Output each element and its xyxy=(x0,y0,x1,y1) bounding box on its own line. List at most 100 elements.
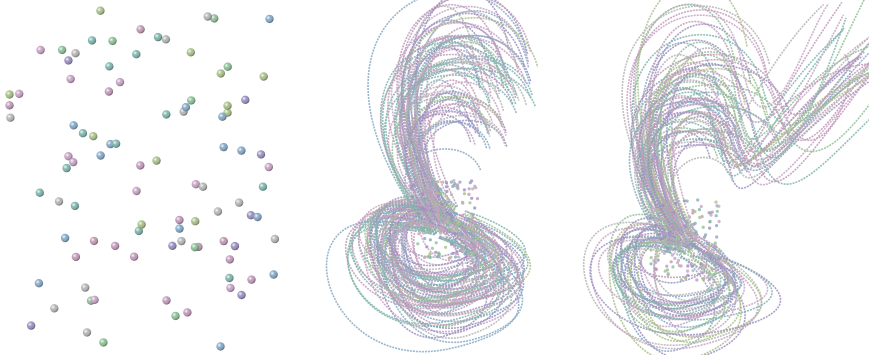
core-particle xyxy=(476,197,479,200)
core-particle xyxy=(472,220,475,223)
core-particle xyxy=(688,249,691,252)
core-particle xyxy=(476,237,479,240)
core-particle xyxy=(472,243,475,246)
core-particle xyxy=(672,211,675,214)
core-particle xyxy=(437,254,440,257)
core-particle xyxy=(699,247,702,250)
particle-shade xyxy=(162,35,170,43)
core-particle xyxy=(715,235,718,238)
core-particle xyxy=(431,247,434,250)
core-particle xyxy=(426,255,429,258)
particle-shade xyxy=(253,213,261,221)
core-particle xyxy=(421,193,424,196)
core-particle xyxy=(446,211,449,214)
core-particle xyxy=(423,237,426,240)
particle-shade xyxy=(171,312,179,320)
particle-shade xyxy=(168,242,176,250)
particle-shade xyxy=(6,114,14,122)
core-particle xyxy=(463,192,466,195)
core-particle xyxy=(453,244,456,247)
core-particle xyxy=(706,242,709,245)
core-particle xyxy=(437,213,440,216)
core-particle xyxy=(718,249,721,252)
core-particle xyxy=(414,180,417,183)
core-particle xyxy=(650,256,653,259)
core-particle xyxy=(471,213,474,216)
particle-shade xyxy=(177,237,185,245)
core-particle xyxy=(459,249,462,252)
core-particle xyxy=(649,248,652,251)
core-particle xyxy=(702,226,705,229)
core-particle xyxy=(663,236,666,239)
core-particle xyxy=(448,228,451,231)
particle-shade xyxy=(154,33,162,41)
core-particle xyxy=(680,278,683,281)
core-particle xyxy=(654,224,657,227)
particle-shade xyxy=(132,187,140,195)
core-particle xyxy=(713,264,716,267)
particle-shade xyxy=(192,180,200,188)
core-particle xyxy=(426,184,429,187)
particle-shade xyxy=(183,308,191,316)
particle-shade xyxy=(260,72,268,80)
core-particle xyxy=(692,223,695,226)
core-particle xyxy=(472,225,475,228)
core-particle xyxy=(418,182,421,185)
particle-shade xyxy=(216,342,224,350)
core-particle xyxy=(674,247,677,250)
core-particle xyxy=(652,259,655,262)
core-particle xyxy=(411,195,414,198)
core-particle xyxy=(454,225,457,228)
particle-shade xyxy=(257,150,265,158)
core-particle xyxy=(663,252,666,255)
particle-shade xyxy=(96,7,104,15)
core-particle xyxy=(665,250,668,253)
core-particle xyxy=(714,242,717,245)
core-particle xyxy=(423,208,426,211)
core-particle xyxy=(678,264,681,267)
core-particle xyxy=(661,241,664,244)
core-particle xyxy=(708,227,711,230)
core-particle xyxy=(710,267,713,270)
particle-shade xyxy=(191,217,199,225)
core-particle xyxy=(682,235,685,238)
particle-shade xyxy=(55,197,63,205)
core-particle xyxy=(445,190,448,193)
particle-shade xyxy=(175,224,183,232)
particle-shade xyxy=(136,25,144,33)
core-particle xyxy=(685,245,688,248)
core-particle xyxy=(717,261,720,264)
core-particle xyxy=(441,219,444,222)
core-particle xyxy=(667,273,670,276)
core-particle xyxy=(700,205,703,208)
core-particle xyxy=(664,242,667,245)
particle-shade xyxy=(259,183,267,191)
particle-shade xyxy=(5,101,13,109)
core-particle xyxy=(677,250,680,253)
core-particle xyxy=(456,228,459,231)
core-particle xyxy=(436,180,439,183)
core-particle xyxy=(679,244,682,247)
core-particle xyxy=(454,239,457,242)
core-particle xyxy=(416,242,419,245)
core-particle xyxy=(434,203,437,206)
particle-shade xyxy=(62,164,70,172)
core-particle xyxy=(657,259,660,262)
particle-shade xyxy=(90,296,98,304)
core-particle xyxy=(451,252,454,255)
core-particle xyxy=(464,252,467,255)
core-particle xyxy=(439,210,442,213)
core-particle xyxy=(442,199,445,202)
particle-shade xyxy=(219,143,227,151)
core-particle xyxy=(439,236,442,239)
core-particle xyxy=(676,261,679,264)
particle-shade xyxy=(220,237,228,245)
particle-shade xyxy=(58,46,66,54)
particle-shade xyxy=(71,49,79,57)
core-particle xyxy=(664,222,667,225)
core-particle xyxy=(433,181,436,184)
core-particle xyxy=(693,210,696,213)
core-particle xyxy=(473,185,476,188)
core-particle xyxy=(709,256,712,259)
core-particle xyxy=(667,207,670,210)
